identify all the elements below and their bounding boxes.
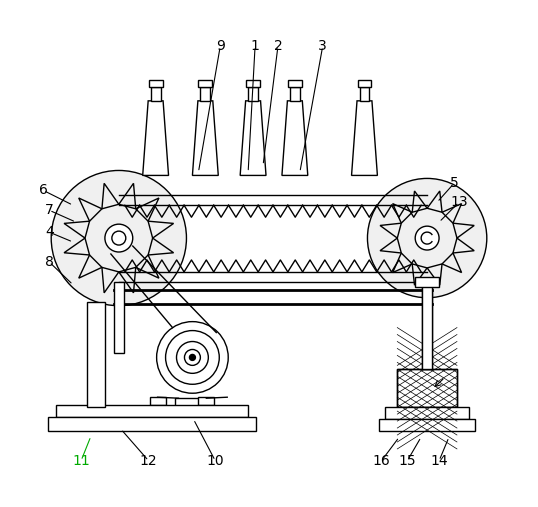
Circle shape xyxy=(112,231,126,245)
Text: 4: 4 xyxy=(45,225,54,239)
Polygon shape xyxy=(193,101,218,175)
Polygon shape xyxy=(143,101,168,175)
Polygon shape xyxy=(199,80,213,87)
Polygon shape xyxy=(248,87,258,101)
Polygon shape xyxy=(148,80,162,87)
Text: 14: 14 xyxy=(430,454,448,468)
Polygon shape xyxy=(288,80,302,87)
Text: 12: 12 xyxy=(140,454,158,468)
Polygon shape xyxy=(87,302,105,407)
Polygon shape xyxy=(358,80,371,87)
Polygon shape xyxy=(385,407,469,419)
Circle shape xyxy=(189,354,195,360)
Polygon shape xyxy=(200,87,210,101)
Text: 10: 10 xyxy=(207,454,224,468)
Circle shape xyxy=(415,226,439,250)
Polygon shape xyxy=(150,397,166,405)
Polygon shape xyxy=(246,80,260,87)
Polygon shape xyxy=(199,397,214,405)
Polygon shape xyxy=(174,398,210,406)
Text: 15: 15 xyxy=(399,454,416,468)
Polygon shape xyxy=(240,101,266,175)
Circle shape xyxy=(367,178,487,298)
Polygon shape xyxy=(351,101,377,175)
Circle shape xyxy=(105,224,133,252)
Text: 8: 8 xyxy=(45,255,54,269)
Circle shape xyxy=(51,170,187,306)
Text: 2: 2 xyxy=(274,39,282,53)
Polygon shape xyxy=(415,277,439,287)
Text: 9: 9 xyxy=(216,39,225,53)
Polygon shape xyxy=(282,101,308,175)
Text: 13: 13 xyxy=(450,195,468,209)
Polygon shape xyxy=(114,282,124,353)
Polygon shape xyxy=(422,282,432,370)
Polygon shape xyxy=(48,417,256,431)
Polygon shape xyxy=(397,370,457,407)
Polygon shape xyxy=(56,405,248,417)
Text: 7: 7 xyxy=(45,203,54,217)
Polygon shape xyxy=(359,87,370,101)
Text: 11: 11 xyxy=(72,454,90,468)
Polygon shape xyxy=(379,419,475,431)
Text: 3: 3 xyxy=(318,39,327,53)
Text: 16: 16 xyxy=(372,454,390,468)
Polygon shape xyxy=(422,282,432,370)
Text: 5: 5 xyxy=(450,176,458,191)
Polygon shape xyxy=(151,87,161,101)
Polygon shape xyxy=(290,87,300,101)
Text: 6: 6 xyxy=(39,184,48,197)
Text: 1: 1 xyxy=(251,39,259,53)
